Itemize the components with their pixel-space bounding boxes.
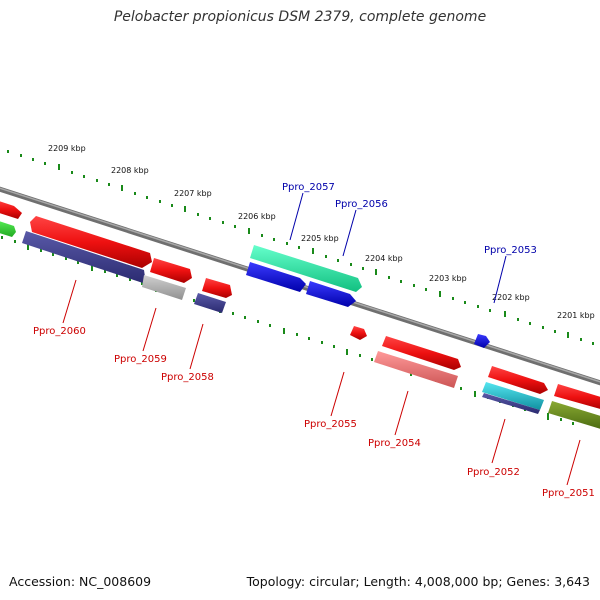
gene-ppro-2060-red[interactable] [30,216,152,268]
kbp-label-2202: 2202 kbp [492,293,530,302]
gene-ppro-2056[interactable] [306,281,356,307]
upper-tick-track [7,150,594,345]
gene-label-ppro-2059: Ppro_2059 [114,354,167,365]
gene-ppro-2051-red[interactable] [554,384,600,410]
kbp-label-2203: 2203 kbp [429,274,467,283]
kbp-label-2206: 2206 kbp [238,212,276,221]
gene-label-ppro-2053: Ppro_2053 [484,245,537,256]
accession-label: Accession: NC_008609 [9,574,152,589]
genome-title: Pelobacter propionicus DSM 2379, complet… [113,9,487,25]
gene-ppro-2055[interactable] [350,326,367,340]
gene-ppro-2052[interactable] [482,382,544,410]
gene-ppro-2059[interactable] [142,275,186,300]
genome-summary: Topology: circular; Length: 4,008,000 bp… [246,574,590,589]
gene-label-ppro-2051: Ppro_2051 [542,488,595,499]
gene-ppro-2059-red[interactable] [150,258,192,283]
kbp-label-2207: 2207 kbp [174,189,212,198]
gene-ppro-2052-stripe[interactable] [482,393,540,414]
gene-features [0,200,600,430]
gene-ppro-2052-red[interactable] [488,366,548,394]
gene-ppro-2058[interactable] [194,293,226,313]
gene-label-ppro-2055: Ppro_2055 [304,419,357,430]
gene-ppro-2057[interactable] [250,245,362,292]
gene-label-ppro-2057: Ppro_2057 [282,182,335,193]
gene-label-ppro-2052: Ppro_2052 [467,467,520,478]
gene-ppro-2053[interactable] [474,334,490,348]
gene-ppro-2051[interactable] [548,401,600,430]
gene-label-ppro-2060: Ppro_2060 [33,326,86,337]
gene-ppro-2054[interactable] [374,351,458,388]
gene-red-partial-left[interactable] [0,200,22,219]
kbp-label-2209: 2209 kbp [48,144,86,153]
gene-label-ppro-2056: Ppro_2056 [335,199,388,210]
gene-ppro-2056-a[interactable] [246,262,306,292]
kbp-label-2205: 2205 kbp [301,234,339,243]
gene-label-ppro-2054: Ppro_2054 [368,438,421,449]
gene-ppro-2060[interactable] [22,231,146,284]
kbp-label-2201: 2201 kbp [557,311,595,320]
kbp-label-2208: 2208 kbp [111,166,149,175]
gene-label-ppro-2058: Ppro_2058 [161,372,214,383]
gene-ppro-2054-red[interactable] [382,336,461,370]
gene-ppro-2058-red[interactable] [202,278,232,298]
gene-green-partial-left[interactable] [0,220,16,237]
leader-lines [62,192,581,486]
kbp-label-2204: 2204 kbp [365,254,403,263]
